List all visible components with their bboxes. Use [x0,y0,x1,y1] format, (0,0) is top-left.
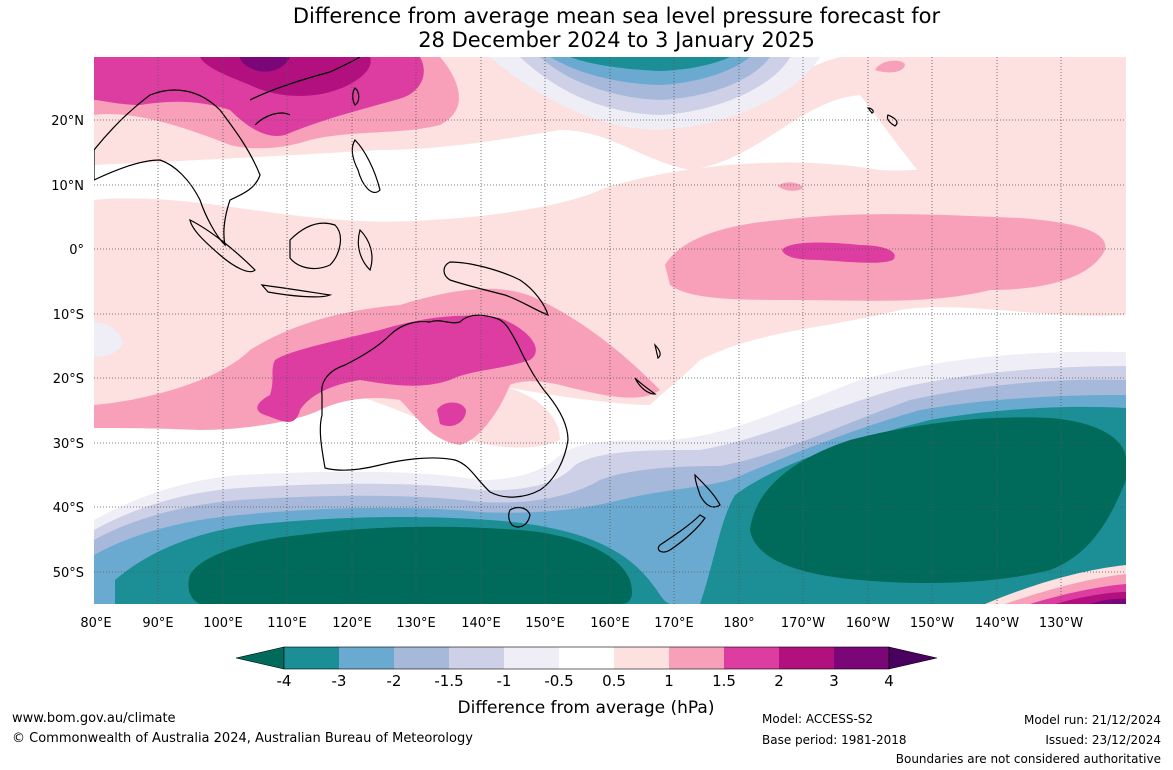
lat-label: 30°S [53,437,84,452]
lon-label: 150°E [525,616,565,631]
map-field [94,57,1126,604]
band-neg-south-4-east [750,417,1126,583]
colorbar: -4 -3 -2 -1.5 -1 -0.5 0.5 1 1.5 2 3 4 Di… [235,646,938,718]
colorbar-tick: -2 [387,672,402,690]
sulawesi-coast [357,228,373,272]
colorbar-swatch [669,647,724,669]
band-1.5-2-equatorial-pacific [782,242,895,263]
colorbar-tick: -3 [332,672,347,690]
title-line-2: 28 December 2024 to 3 January 2025 [418,28,815,52]
colorbar-tick: 4 [884,672,894,690]
colorbar-tick: 3 [829,672,839,690]
colorbar-swatch [284,647,339,669]
title-line-1: Difference from average mean sea level p… [292,4,941,28]
colorbar-swatch [614,647,669,669]
band-pos-southeast-overlay-5 [1090,598,1126,604]
colorbar-outline [283,646,890,670]
band-neg-west-patch [94,322,123,357]
taiwan-coast [352,87,360,106]
colorbar-swatch [339,647,394,669]
lon-label: 160°W [846,616,890,631]
colorbar-tick: 1.5 [712,672,736,690]
band-1.5-2-australia [257,315,536,422]
australia-coast [319,314,569,498]
colorbar-tick: -4 [277,672,292,690]
band-1.5-2-inland [437,402,466,427]
copyright-text: © Commonwealth of Australia 2024, Austra… [12,731,473,746]
band-2-3-north [200,57,371,96]
base-period-text: Base period: 1981-2018 [762,733,907,747]
colorbar-swatch [504,647,559,669]
lat-label: 20°N [51,114,84,129]
colorbar-tick: 0.5 [602,672,626,690]
lat-label: 0° [69,243,84,258]
lon-labels: 80°E 90°E 100°E 110°E 120°E 130°E 140°E … [80,616,1083,631]
colorbar-swatch [724,647,779,669]
lat-labels: 20°N 10°N 0° 10°S 20°S 30°S 40°S 50°S [51,114,84,581]
gridlines [94,57,1126,604]
pressure-anomaly-map: 20°N 10°N 0° 10°S 20°S 30°S 40°S 50°S 80… [51,57,1126,631]
colorbar-title: Difference from average (hPa) [458,698,715,718]
band-3-4-north [240,57,290,72]
lon-label: 170°E [654,616,694,631]
website-text: www.bom.gov.au/climate [12,711,176,726]
lon-label: 170°W [781,616,825,631]
lon-label: 110°E [267,616,307,631]
colorbar-tick: 1 [664,672,674,690]
fiji-coast [653,343,661,360]
lon-label: 140°W [975,616,1019,631]
lon-label: 130°W [1039,616,1083,631]
lon-label: 130°E [396,616,436,631]
new-caledonia-coast [634,377,657,395]
lon-label: 90°E [142,616,173,631]
lat-label: 20°S [53,372,84,387]
coastlines [94,57,898,553]
lon-label: 180° [723,616,754,631]
colorbar-swatch [394,647,449,669]
band-neg-south-4-west [188,526,632,604]
colorbar-ticks: -4 -3 -2 -1.5 -1 -0.5 0.5 1 1.5 2 3 4 [277,672,894,690]
colorbar-swatch [834,647,889,669]
tasmania-coast [508,506,531,528]
band-1-1.5-small-pacific [875,60,905,73]
map-title: Difference from average mean sea level p… [0,4,1173,52]
hawaii-coast [866,107,898,127]
colorbar-tick: 2 [774,672,784,690]
colorbar-tick: -1 [497,672,512,690]
lon-label: 140°E [461,616,501,631]
model-run-text: Model run: 21/12/2024 [1023,713,1161,727]
colorbar-swatches [235,646,938,670]
lon-label: 160°E [590,616,630,631]
issued-text: Issued: 23/12/2024 [1045,733,1161,747]
colorbar-swatch [559,647,614,669]
band-1-1.5-small-central [778,182,803,191]
disclaimer-text: Boundaries are not considered authoritat… [895,752,1161,766]
lon-label: 120°E [332,616,372,631]
new-guinea-coast [443,261,549,316]
borneo-coast [289,222,342,270]
lat-label: 40°S [53,501,84,516]
java-coast [260,284,333,298]
new-zealand-south-coast [657,514,706,553]
lon-label: 150°W [910,616,954,631]
lat-label: 50°S [53,566,84,581]
sumatra-coast [189,218,256,273]
lat-label: 10°N [51,179,84,194]
colorbar-tick: -1.5 [434,672,463,690]
new-zealand-north-coast [694,473,721,508]
colorbar-tick: -0.5 [544,672,573,690]
colorbar-arrow-max [888,646,938,670]
model-text: Model: ACCESS-S2 [762,712,874,726]
colorbar-arrow-min [235,646,285,670]
lon-label: 80°E [80,616,111,631]
asia-mainland-coast [94,89,261,247]
lon-label: 100°E [203,616,243,631]
colorbar-swatch [449,647,504,669]
colorbar-swatch [779,647,834,669]
lat-label: 10°S [53,308,84,323]
